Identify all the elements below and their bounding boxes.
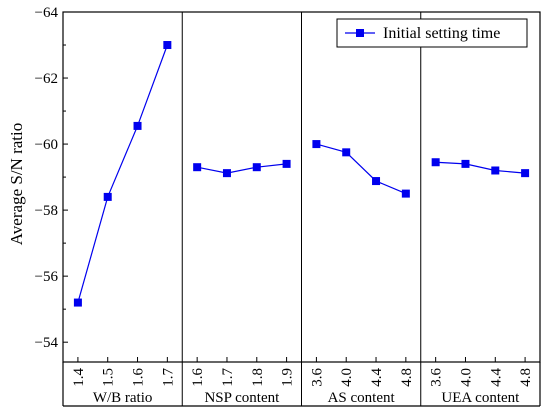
group-label: NSP content — [204, 390, 280, 406]
y-tick-label: −60 — [35, 137, 58, 153]
x-tick-label: 4.4 — [488, 368, 504, 387]
plot-frame — [62, 11, 541, 363]
legend-marker — [356, 29, 364, 37]
series-initial-setting-time — [73, 41, 530, 307]
data-point — [521, 169, 530, 178]
group-label: AS content — [328, 390, 396, 406]
data-point — [491, 166, 500, 175]
x-tick-label: 4.8 — [399, 368, 415, 387]
y-tick-label: −64 — [35, 5, 59, 21]
data-point — [312, 140, 321, 149]
series-line — [435, 161, 526, 174]
data-point — [252, 163, 261, 172]
data-point — [73, 298, 82, 307]
data-point — [222, 169, 231, 178]
x-tick-label: 3.6 — [309, 368, 325, 387]
x-tick-label: 4.0 — [339, 368, 355, 387]
y-tick-label: −56 — [35, 269, 59, 285]
group-label: UEA content — [441, 390, 520, 406]
x-tick-label: 1.4 — [71, 368, 87, 387]
data-point — [163, 41, 172, 50]
data-point — [401, 189, 410, 198]
series-line — [77, 44, 168, 303]
y-axis-label: Average S/N ratio — [7, 123, 26, 245]
group-label: W/B ratio — [93, 390, 153, 406]
data-point — [193, 163, 202, 172]
axes: −64 −62 −60 −58 −56 −54 1.4 1.5 1.6 1.7 W/B ratio 1… — [35, 5, 541, 407]
x-tick-label: 1.6 — [190, 368, 206, 387]
x-tick-label: 1.7 — [160, 368, 176, 387]
x-tick-label: 1.5 — [101, 368, 117, 387]
x-tick-label: 3.6 — [429, 368, 445, 387]
legend-box — [336, 18, 528, 48]
group-dividers — [181, 12, 422, 406]
y-tick-label: −54 — [35, 335, 59, 351]
data-point — [103, 192, 112, 201]
data-point — [342, 148, 351, 157]
y-tick-label: −58 — [35, 203, 58, 219]
data-point — [461, 159, 470, 168]
y-tick-label: −62 — [35, 71, 58, 87]
x-tick-label: 1.7 — [220, 368, 236, 387]
x-tick-label: 4.4 — [369, 368, 385, 387]
x-tick-label: 1.6 — [131, 368, 147, 387]
x-tick-label: 4.8 — [518, 368, 534, 387]
data-point — [372, 177, 381, 186]
x-tick-label: 1.9 — [280, 368, 296, 387]
series-line — [197, 163, 287, 174]
legend-label: Initial setting time — [383, 25, 500, 42]
series-line — [316, 143, 407, 195]
legend: Initial setting time — [336, 18, 528, 48]
data-point — [431, 158, 440, 167]
x-tick-label: 4.0 — [458, 368, 474, 387]
x-tick-label: 1.8 — [250, 368, 266, 387]
data-point — [282, 159, 291, 168]
data-point — [133, 121, 142, 130]
